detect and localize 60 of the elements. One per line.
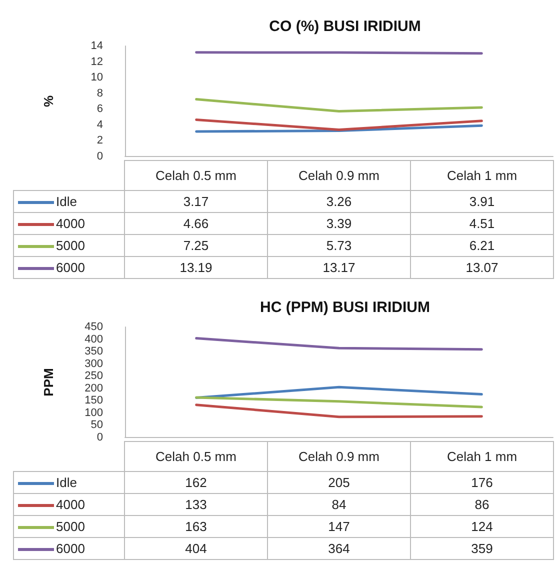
x-tick-label: Celah 0.9 mm bbox=[268, 442, 410, 472]
data-label: 3.91 bbox=[410, 190, 554, 212]
data-label: 13.07 bbox=[410, 256, 554, 278]
data-label: 205 bbox=[268, 472, 410, 494]
data-label: 86 bbox=[410, 494, 554, 516]
legend-label: 4000 bbox=[14, 212, 124, 234]
y-tick-label: 400 bbox=[84, 333, 103, 346]
chart-title: HC (PPM) BUSI IRIDIUM bbox=[260, 299, 430, 316]
y-tick-label: 8 bbox=[96, 87, 103, 100]
y-tick-label: 14 bbox=[90, 40, 103, 52]
y-tick-label: 200 bbox=[84, 382, 103, 394]
y-tick-label: 6 bbox=[96, 103, 103, 116]
data-label: 147 bbox=[268, 516, 410, 538]
chart-title: CO (%) BUSI IRIDIUM bbox=[269, 18, 421, 35]
data-label: 364 bbox=[268, 538, 410, 560]
data-label: 4.66 bbox=[124, 212, 268, 234]
data-label: 3.17 bbox=[124, 190, 268, 212]
x-tick-label: Celah 0.5 mm bbox=[124, 160, 268, 190]
y-tick-label: 50 bbox=[90, 419, 103, 432]
legend-label: 6000 bbox=[14, 538, 124, 560]
data-label: 133 bbox=[124, 494, 268, 516]
data-label: 84 bbox=[268, 494, 410, 516]
data-label: 6.21 bbox=[410, 234, 554, 256]
y-tick-label: 2 bbox=[96, 134, 103, 147]
x-tick-label: Celah 0.5 mm bbox=[124, 442, 268, 472]
data-label: 4.51 bbox=[410, 212, 554, 234]
legend-label: 6000 bbox=[14, 256, 124, 278]
data-label: 3.39 bbox=[268, 212, 410, 234]
y-tick-label: 100 bbox=[84, 406, 103, 419]
data-label: 176 bbox=[410, 472, 554, 494]
data-label: 3.26 bbox=[268, 190, 410, 212]
y-tick-label: 150 bbox=[84, 394, 103, 407]
data-label: 404 bbox=[124, 538, 268, 560]
y-tick-label: 10 bbox=[90, 72, 103, 84]
y-tick-label: 250 bbox=[84, 370, 103, 382]
x-tick-label: Celah 1 mm bbox=[410, 160, 554, 190]
data-label: 162 bbox=[124, 472, 268, 494]
y-tick-label: 0 bbox=[96, 432, 103, 444]
data-label: 13.17 bbox=[268, 256, 410, 278]
legend-label: 4000 bbox=[14, 494, 124, 516]
data-label: 5.73 bbox=[268, 234, 410, 256]
y-axis-title: % bbox=[41, 95, 56, 108]
legend-label: Idle bbox=[14, 190, 124, 212]
y-tick-label: 450 bbox=[84, 321, 103, 333]
legend-label: 5000 bbox=[14, 234, 124, 256]
y-axis-title: PPM bbox=[41, 368, 56, 396]
data-label: 163 bbox=[124, 516, 268, 538]
y-tick-label: 300 bbox=[84, 358, 103, 370]
y-tick-label: 350 bbox=[84, 346, 103, 358]
data-label: 124 bbox=[410, 516, 554, 538]
y-tick-label: 0 bbox=[96, 150, 103, 162]
y-tick-label: 12 bbox=[90, 56, 103, 68]
x-tick-label: Celah 0.9 mm bbox=[268, 160, 410, 190]
legend-label: Idle bbox=[14, 472, 124, 494]
legend-label: 5000 bbox=[14, 516, 124, 538]
data-label: 13.19 bbox=[124, 256, 268, 278]
y-tick-label: 4 bbox=[96, 118, 103, 131]
data-label: 7.25 bbox=[124, 234, 268, 256]
data-label: 359 bbox=[410, 538, 554, 560]
x-tick-label: Celah 1 mm bbox=[410, 442, 554, 472]
